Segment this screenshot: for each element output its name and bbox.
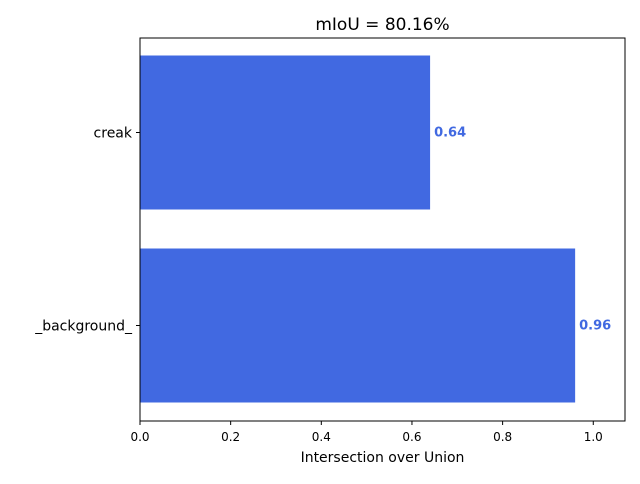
x-tick-label-2: 0.4 bbox=[312, 430, 331, 444]
x-ticks-layer: 0.0 0.2 0.4 0.6 0.8 1.0 bbox=[130, 421, 603, 444]
bar-value-label-1: 0.96 bbox=[579, 319, 611, 334]
bars-layer bbox=[140, 55, 576, 403]
x-tick-label-5: 1.0 bbox=[584, 430, 603, 444]
x-axis-label: Intersection over Union bbox=[301, 450, 465, 466]
value-labels-layer: 0.64 0.96 bbox=[434, 126, 611, 334]
bar-0 bbox=[140, 55, 431, 210]
x-tick-label-3: 0.6 bbox=[402, 430, 421, 444]
y-ticks-layer: creak _background_ bbox=[34, 126, 140, 335]
x-tick-label-1: 0.2 bbox=[221, 430, 240, 444]
plot-frame bbox=[139, 37, 626, 422]
y-tick-label-0: creak bbox=[94, 126, 133, 142]
y-tick-label-1: _background_ bbox=[34, 319, 133, 335]
chart-title: mIoU = 80.16% bbox=[315, 15, 449, 35]
bar-1 bbox=[140, 248, 576, 403]
bar-value-label-0: 0.64 bbox=[434, 126, 466, 141]
x-tick-label-4: 0.8 bbox=[493, 430, 512, 444]
x-tick-label-0: 0.0 bbox=[130, 430, 149, 444]
